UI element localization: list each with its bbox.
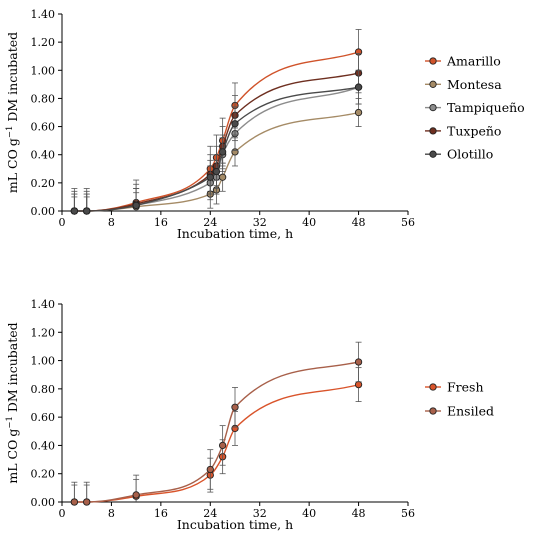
x-tick-label: 40 — [302, 507, 316, 520]
legend-label: Tampiqueño — [447, 100, 525, 115]
legend-item: Olotillo — [425, 147, 493, 162]
data-point — [354, 358, 363, 366]
data-point — [132, 201, 140, 210]
data-point — [218, 441, 227, 450]
x-tick-label: 8 — [108, 216, 115, 229]
y-tick-label: 1.00 — [31, 64, 56, 77]
x-tick-label: 16 — [154, 507, 168, 520]
y-tick-label: 1.00 — [31, 355, 56, 368]
data-point — [206, 465, 214, 474]
legend-item: Tampiqueño — [425, 100, 525, 115]
x-tick-label: 56 — [401, 507, 415, 520]
legend-label: Amarillo — [446, 54, 501, 69]
y-tick-label: 0.80 — [31, 383, 56, 396]
x-axis-title: Incubation time, h — [177, 517, 293, 532]
y-tick-label: 0.20 — [31, 468, 56, 481]
x-tick-label: 24 — [203, 507, 217, 520]
x-tick-label: 0 — [59, 507, 66, 520]
data-point — [218, 173, 227, 181]
x-tick-label: 24 — [203, 216, 217, 229]
x-tick-label: 32 — [253, 507, 267, 520]
series-olotillo — [70, 69, 363, 215]
legend-item: Fresh — [425, 380, 484, 395]
data-point — [206, 173, 214, 181]
legend-marker — [429, 383, 437, 391]
chart-panel-2: 0.00 0.20 0.40 0.60 0.80 1.00 1.20 1.40 0 8 16 24 32… — [5, 298, 494, 532]
legend-item: Amarillo — [425, 54, 501, 69]
legend-marker — [429, 127, 437, 135]
chart-panel-1: 0.00 0.20 0.40 0.60 0.80 1.00 1.20 1.40 0 8 16 24 32… — [5, 8, 525, 241]
data-point — [83, 207, 91, 215]
data-point — [212, 167, 221, 176]
series-line — [74, 383, 359, 503]
legend-label: Ensiled — [447, 404, 494, 419]
y-tick-label: 1.20 — [31, 326, 56, 339]
y-tick-label: 0.40 — [31, 439, 56, 452]
legend-marker — [429, 150, 437, 158]
legend-item: Tuxpeño — [425, 123, 501, 138]
y-axis-title: mL COg−1 DM incubated — [5, 322, 20, 483]
data-point — [354, 83, 363, 91]
legend-marker — [429, 103, 437, 112]
x-tick-label: 0 — [59, 216, 66, 229]
series-ensiled — [70, 341, 363, 506]
legend-marker — [429, 80, 437, 88]
x-tick-label: 8 — [108, 507, 115, 520]
y-tick-label: 0.00 — [31, 496, 56, 509]
y-tick-label: 0.40 — [31, 149, 56, 162]
x-axis-title: Incubation time, h — [177, 226, 293, 241]
y-tick-label: 1.40 — [31, 298, 56, 311]
legend-item: Ensiled — [425, 404, 494, 419]
x-tick-label: 48 — [352, 216, 366, 229]
legend-label: Tuxpeño — [447, 123, 501, 138]
series-fresh — [70, 367, 363, 506]
data-point — [218, 148, 227, 156]
data-point — [83, 498, 91, 506]
legend-label: Fresh — [447, 380, 484, 395]
data-point — [132, 491, 140, 499]
y-axis-title: mL COg−1 DM incubated — [5, 32, 20, 193]
series-line — [74, 361, 359, 503]
legend-label: Olotillo — [447, 147, 493, 162]
legend-label: Montesa — [447, 77, 502, 92]
y-tick-label: 1.40 — [31, 8, 56, 21]
data-point — [354, 380, 363, 389]
data-point — [70, 207, 79, 215]
y-tick-label: 0.00 — [31, 205, 56, 218]
y-tick-label: 0.60 — [31, 121, 56, 134]
legend-item: Montesa — [425, 77, 502, 92]
data-point — [231, 120, 239, 128]
y-tick-label: 0.80 — [31, 92, 56, 105]
legend-marker — [429, 57, 437, 65]
x-tick-label: 48 — [352, 507, 366, 520]
y-tick-label: 1.20 — [31, 36, 56, 49]
x-tick-label: 32 — [253, 216, 267, 229]
y-tick-label: 0.60 — [31, 411, 56, 424]
data-point — [354, 108, 363, 117]
x-tick-label: 56 — [401, 216, 415, 229]
x-tick-label: 40 — [302, 216, 316, 229]
x-tick-label: 16 — [154, 216, 168, 229]
data-point — [231, 403, 239, 411]
legend-marker — [429, 407, 437, 415]
data-point — [70, 498, 79, 506]
y-tick-label: 0.20 — [31, 177, 56, 190]
